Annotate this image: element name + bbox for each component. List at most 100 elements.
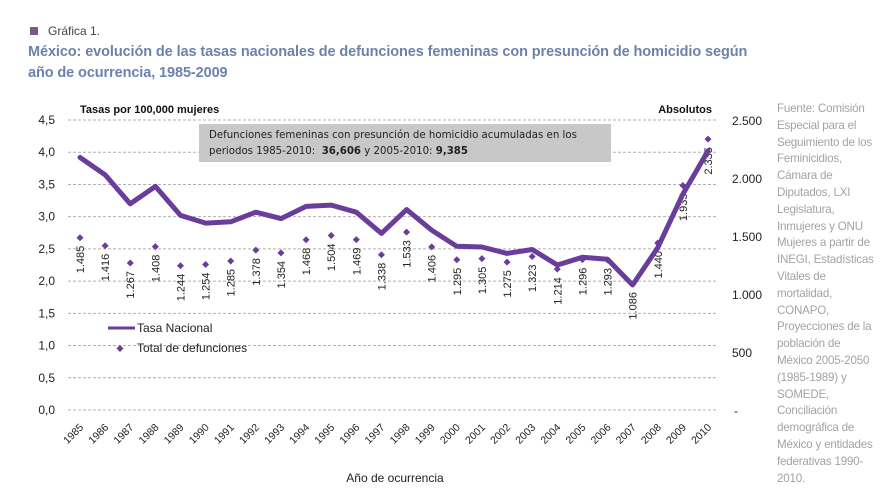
data-point-total-defunciones — [528, 253, 536, 261]
data-label: 1.416 — [100, 254, 112, 282]
x-tick-label: 2003 — [513, 422, 538, 447]
annotation-prefix: periodos 1985-2010: — [209, 146, 316, 157]
legend-item-tasa-nacional: Tasa Nacional — [137, 321, 212, 335]
data-point-total-defunciones — [252, 246, 260, 254]
annotation-connector: y 2005-2010: — [364, 146, 433, 157]
legend-diamond-swatch — [116, 345, 124, 352]
x-tick-label: 2008 — [639, 422, 664, 447]
y-axis-left-title: Tasas por 100,000 mujeres — [80, 104, 219, 116]
x-tick-label: 2010 — [689, 422, 714, 447]
data-label: 1.267 — [125, 271, 137, 299]
x-tick-label: 2009 — [664, 422, 689, 447]
x-tick-label: 2000 — [438, 422, 463, 447]
data-label: 1.244 — [175, 274, 187, 302]
data-point-total-defunciones — [553, 265, 561, 273]
data-label: 1.533 — [402, 240, 414, 268]
x-tick-label: 1993 — [262, 422, 287, 447]
x-tick-label: 2001 — [463, 422, 488, 447]
data-point-total-defunciones — [327, 232, 335, 240]
y-tick-label-left: 2,0 — [38, 274, 55, 288]
data-label: 1.275 — [502, 270, 514, 298]
data-label: 1.485 — [75, 246, 87, 274]
gridlines — [68, 119, 718, 411]
data-label: 1.285 — [226, 269, 238, 297]
data-point-total-defunciones — [101, 242, 109, 250]
source-note: Fuente: Comisión Especial para el Seguim… — [777, 102, 874, 485]
data-labels: 1.485 1.416 1.267 1.408 1.244 1.254 1.285 1.378… — [75, 147, 715, 319]
x-tick-label: 1985 — [61, 422, 86, 447]
data-point-total-defunciones — [277, 249, 285, 257]
x-tick-label: 1988 — [136, 422, 161, 447]
y-tick-label-left: 2,5 — [38, 242, 55, 256]
data-point-total-defunciones — [126, 259, 134, 267]
figure-label-text: Gráfica 1. — [48, 24, 101, 38]
data-label: 1.406 — [427, 255, 439, 283]
x-tick-label: 2002 — [488, 422, 513, 447]
y-tick-label-left: 3,0 — [38, 210, 55, 224]
x-tick-label: 2006 — [589, 422, 614, 447]
x-tick-label: 1999 — [413, 422, 438, 447]
data-point-total-defunciones — [76, 234, 84, 242]
y-tick-label-right: 1.000 — [732, 288, 762, 302]
x-tick-label: 2007 — [614, 422, 639, 447]
annotation-box: Defunciones femeninas con presunción de … — [199, 124, 611, 162]
data-label: 1.305 — [477, 267, 489, 295]
data-point-total-defunciones — [503, 258, 511, 266]
legend-item-total-defunciones: Total de defunciones — [137, 341, 247, 355]
data-label: 1.254 — [201, 273, 213, 301]
y-tick-label-left: 1,5 — [38, 306, 55, 320]
y-axis-left: 0,0 0,5 1,0 1,5 2,0 2,5 3,0 3,5 4,0 4,5 — [38, 113, 55, 417]
data-label: 1.504 — [326, 244, 338, 272]
x-tick-label: 1998 — [388, 422, 413, 447]
data-point-total-defunciones — [377, 251, 385, 259]
y-tick-label-left: 3,5 — [38, 177, 55, 191]
x-axis-title: Año de ocurrencia — [346, 471, 444, 485]
series-tasa-nacional-line — [77, 148, 711, 288]
data-point-total-defunciones — [704, 135, 712, 143]
data-label: 1.214 — [552, 277, 564, 305]
y-tick-label-right: 500 — [732, 346, 752, 360]
data-point-total-defunciones — [403, 228, 411, 236]
data-point-total-defunciones — [227, 257, 235, 265]
x-axis: 1985 1986 1987 1988 1989 1990 1991 1992 1993 1994… — [61, 422, 714, 447]
x-tick-label: 1992 — [237, 422, 262, 447]
y-tick-label-right: - — [734, 404, 738, 418]
data-point-total-defunciones — [428, 243, 436, 251]
data-point-total-defunciones — [151, 243, 159, 251]
data-label: 1.354 — [276, 261, 288, 289]
x-tick-label: 1986 — [86, 422, 111, 447]
data-label: 1.408 — [150, 255, 162, 283]
chart-title: México: evolución de las tasas nacionale… — [28, 44, 748, 81]
y-tick-label-left: 4,5 — [38, 113, 55, 127]
y-axis-right-title: Absolutos — [658, 104, 712, 116]
data-label: 1.468 — [301, 248, 313, 276]
data-label: 1.293 — [603, 268, 615, 296]
x-tick-label: 1996 — [337, 422, 362, 447]
y-axis-right: - 500 1.000 1.500 2.000 2.500 — [732, 114, 762, 418]
data-label: 1.086 — [628, 292, 640, 320]
annotation-line-1: Defunciones femeninas con presunción de … — [209, 130, 577, 141]
data-label: 1.338 — [376, 263, 388, 291]
y-tick-label-left: 1,0 — [38, 339, 55, 353]
data-label: 1.323 — [527, 265, 539, 293]
x-tick-label: 1987 — [111, 422, 136, 447]
data-label: 1.440 — [653, 251, 665, 279]
legend: Tasa Nacional Total de defunciones — [108, 321, 247, 355]
data-label: 1.469 — [351, 248, 363, 276]
annotation-line-2: periodos 1985-2010: 36,606 y 2005-2010: … — [209, 144, 601, 160]
y-tick-label-left: 0,0 — [38, 403, 55, 417]
x-tick-label: 1990 — [187, 422, 212, 447]
x-tick-label: 2004 — [538, 422, 563, 447]
x-tick-label: 1994 — [287, 422, 312, 447]
data-label: 1.295 — [452, 268, 464, 296]
data-point-total-defunciones — [176, 262, 184, 270]
x-tick-label: 1995 — [312, 422, 337, 447]
annotation-value-total: 36,606 — [321, 146, 361, 157]
data-point-total-defunciones — [352, 236, 360, 244]
data-point-total-defunciones — [202, 261, 210, 269]
square-bullet-icon — [30, 27, 38, 35]
y-tick-label-right: 1.500 — [732, 230, 762, 244]
x-tick-label: 2005 — [564, 422, 589, 447]
x-tick-label: 1989 — [162, 422, 187, 447]
